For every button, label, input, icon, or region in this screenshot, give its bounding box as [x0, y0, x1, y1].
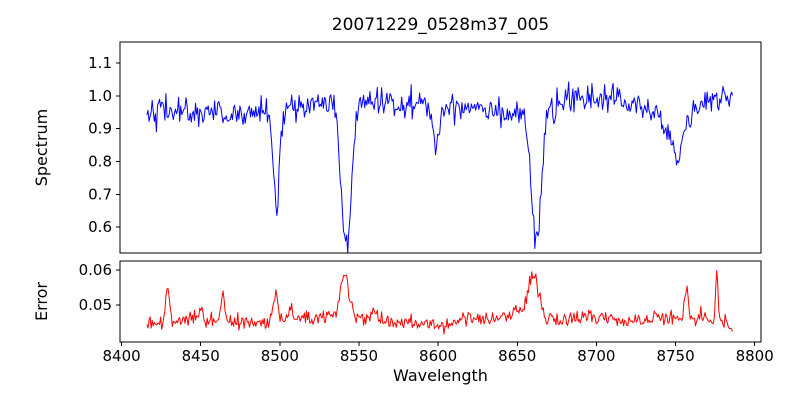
- error-series-line: [146, 269, 733, 335]
- plot-title: 20071229_0528m37_005: [332, 15, 549, 35]
- x-tick-label: 8400: [102, 347, 140, 365]
- spectrum-axes-spines: [119, 41, 762, 254]
- plot-layer: 0.6 0.7 0.8 0.9 1.0 1.1 0.05 0.06 8400 8450 8500 85…: [79, 41, 774, 365]
- x-tick-label: 8700: [577, 347, 615, 365]
- x-tick-label: 8750: [656, 347, 694, 365]
- spectrum-y-tick-label: 0.6: [88, 218, 112, 236]
- x-tick-label: 8450: [182, 347, 220, 365]
- spectrum-y-tick-label: 0.9: [88, 120, 112, 138]
- spectrum-y-tick-label: 0.7: [88, 185, 112, 203]
- error-axes-spines: [119, 260, 762, 343]
- x-tick-label: 8600: [419, 347, 457, 365]
- x-tick-label: 8550: [340, 347, 378, 365]
- spectrum-series-line: [146, 81, 733, 253]
- spectrum-y-axis-label: Spectrum: [32, 109, 51, 187]
- error-y-tick-label: 0.05: [79, 296, 112, 314]
- spectrum-y-tick-label: 0.8: [88, 152, 112, 170]
- x-axis-label: Wavelength: [393, 366, 488, 385]
- x-tick-label: 8800: [736, 347, 774, 365]
- spectrum-y-tick-label: 1.0: [88, 87, 112, 105]
- x-tick-label: 8500: [261, 347, 299, 365]
- x-tick-label: 8650: [498, 347, 536, 365]
- error-y-tick-label: 0.06: [79, 261, 112, 279]
- error-y-axis-label: Error: [32, 282, 51, 321]
- spectrum-y-tick-label: 1.1: [88, 54, 112, 72]
